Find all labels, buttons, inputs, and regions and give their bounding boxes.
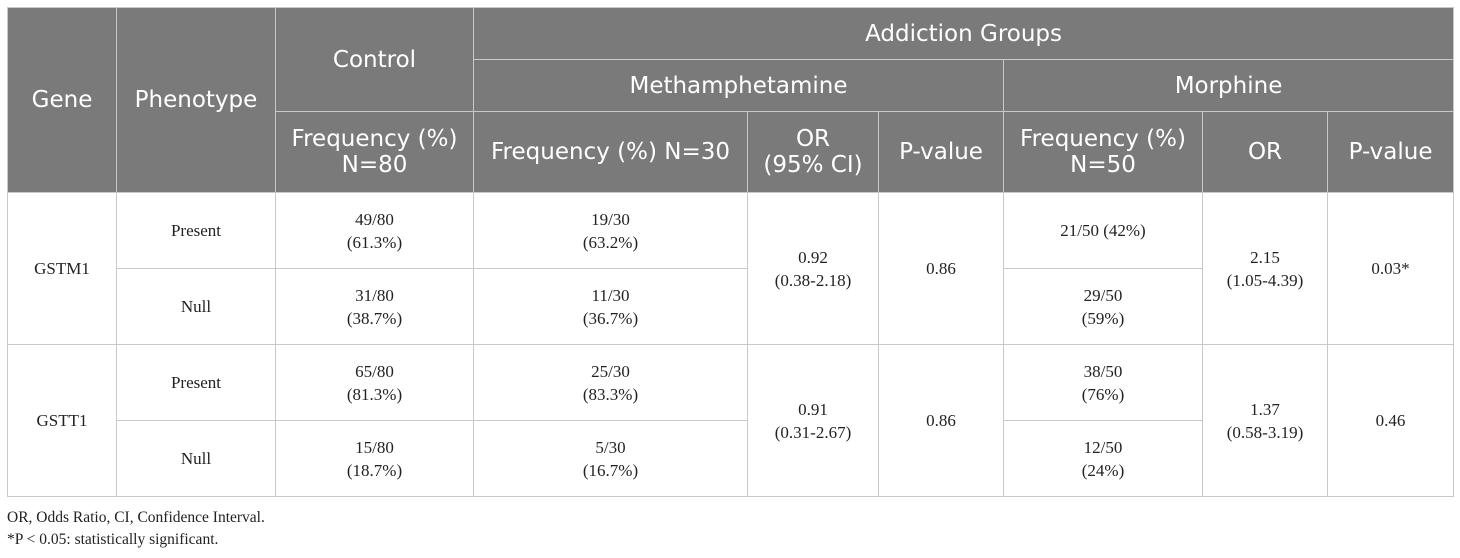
value-line: 2.15 [1250, 247, 1280, 267]
control-frequency-cell: 65/80 (81.3%) [275, 344, 474, 421]
value-line: 31/80 [355, 285, 394, 305]
meth-frequency-cell: 25/30 (83.3%) [473, 344, 748, 421]
value-line: 15/80 [355, 437, 394, 457]
morph-p-value-cell: 0.46 [1326, 344, 1455, 497]
control-frequency-cell: 15/80 (18.7%) [275, 420, 474, 497]
value-line: (76%) [1081, 384, 1125, 404]
value-line: (61.3%) [346, 232, 403, 252]
value-line: (83.3%) [582, 384, 639, 404]
meth-or-cell: 0.91 (0.31-2.67) [747, 344, 879, 497]
header-morph-frequency: Frequency (%) N=50 [1003, 111, 1203, 193]
value-line: 11/30 [591, 285, 630, 305]
header-morphine: Morphine [1002, 59, 1455, 112]
header-control-frequency-line2: N=80 [341, 152, 408, 178]
header-meth-or-line1: OR [795, 126, 831, 152]
morph-frequency-cell: 21/50 (42%) [1003, 192, 1203, 269]
header-control-frequency: Frequency (%) N=80 [275, 111, 474, 193]
header-methamphetamine: Methamphetamine [473, 59, 1004, 112]
header-morph-or: OR [1202, 111, 1328, 193]
footnote-significance: *P < 0.05: statistically significant. [7, 531, 219, 548]
header-meth-or-line2: (95% CI) [763, 152, 863, 178]
value-line: 0.91 [798, 399, 828, 419]
header-meth-frequency: Frequency (%) N=30 [473, 111, 748, 193]
morph-frequency-cell: 12/50 (24%) [1003, 420, 1203, 497]
meth-or-cell: 0.92 (0.38-2.18) [747, 192, 879, 345]
header-meth-p-value: P-value [878, 111, 1004, 193]
value-line: (81.3%) [346, 384, 403, 404]
table-row: GSTM1 Present 49/80 (61.3%) 19/30 (63.2%… [7, 192, 1455, 345]
value-line: 25/30 [591, 361, 630, 381]
gene-cell: GSTM1 [7, 192, 117, 345]
value-line: 21/50 (42%) [1060, 221, 1146, 240]
footnote-abbreviations: OR, Odds Ratio, CI, Confidence Interval. [7, 509, 265, 526]
value-line: (0.58-3.19) [1226, 422, 1304, 442]
value-line: 0.92 [798, 247, 828, 267]
table-row: Null 15/80 (18.7%) 5/30 (16.7%) 12/50 (2… [8, 420, 1454, 497]
control-frequency-cell: 49/80 (61.3%) [275, 192, 474, 269]
value-line: 12/50 [1083, 437, 1123, 457]
phenotype-cell: Null [116, 268, 276, 345]
control-frequency-cell: 31/80 (38.7%) [275, 268, 474, 345]
table-footnotes: OR, Odds Ratio, CI, Confidence Interval.… [7, 507, 265, 551]
value-line: (36.7%) [582, 308, 639, 328]
header-morph-p-value: P-value [1326, 111, 1455, 193]
value-line: (38.7%) [346, 308, 403, 328]
morph-frequency-cell: 38/50 (76%) [1003, 344, 1203, 421]
meth-frequency-cell: 5/30 (16.7%) [473, 420, 748, 497]
phenotype-cell: Present [116, 192, 276, 269]
value-line: (63.2%) [582, 232, 639, 252]
gene-cell: GSTT1 [7, 344, 117, 497]
value-line: (24%) [1081, 460, 1125, 480]
value-line: 5/30 [595, 437, 626, 457]
morph-frequency-cell: 29/50 (59%) [1003, 268, 1203, 345]
meth-p-value-cell: 0.86 [878, 344, 1004, 497]
morph-or-cell: 1.37 (0.58-3.19) [1202, 344, 1328, 497]
header-meth-or: OR (95% CI) [747, 111, 879, 193]
header-gene: Gene [7, 7, 117, 193]
table-row: GSTT1 Present 65/80 (81.3%) 25/30 (83.3%… [7, 344, 1455, 497]
header-phenotype: Phenotype [116, 7, 276, 193]
morph-p-value-cell: 0.03* [1326, 192, 1455, 345]
value-line: (0.38-2.18) [774, 270, 852, 290]
value-line: 38/50 [1083, 361, 1123, 381]
header-addiction-groups: Addiction Groups [472, 7, 1455, 60]
header-morph-frequency-line1: Frequency (%) [1020, 126, 1186, 152]
value-line: (1.05-4.39) [1226, 270, 1304, 290]
meth-p-value-cell: 0.86 [878, 192, 1004, 345]
value-line: 29/50 [1083, 285, 1123, 305]
meth-frequency-cell: 19/30 (63.2%) [473, 192, 748, 269]
header-control-frequency-line1: Frequency (%) [291, 126, 458, 152]
table-row: Null 31/80 (38.7%) 11/30 (36.7%) 29/50 (… [8, 268, 1454, 345]
value-line: 19/30 [591, 209, 630, 229]
value-line: 1.37 [1250, 399, 1280, 419]
header-morph-frequency-line2: N=50 [1070, 152, 1136, 178]
value-line: 65/80 [355, 361, 394, 381]
phenotype-cell: Null [116, 420, 276, 497]
phenotype-cell: Present [116, 344, 276, 421]
header-control: Control [275, 7, 474, 112]
meth-frequency-cell: 11/30 (36.7%) [473, 268, 748, 345]
value-line: 49/80 [355, 209, 394, 229]
value-line: (18.7%) [346, 460, 403, 480]
genotype-table: Gene Phenotype Control Addiction Groups … [7, 7, 1455, 497]
morph-or-cell: 2.15 (1.05-4.39) [1202, 192, 1328, 345]
value-line: (0.31-2.67) [774, 422, 852, 442]
value-line: (16.7%) [582, 460, 639, 480]
value-line: (59%) [1081, 308, 1125, 328]
